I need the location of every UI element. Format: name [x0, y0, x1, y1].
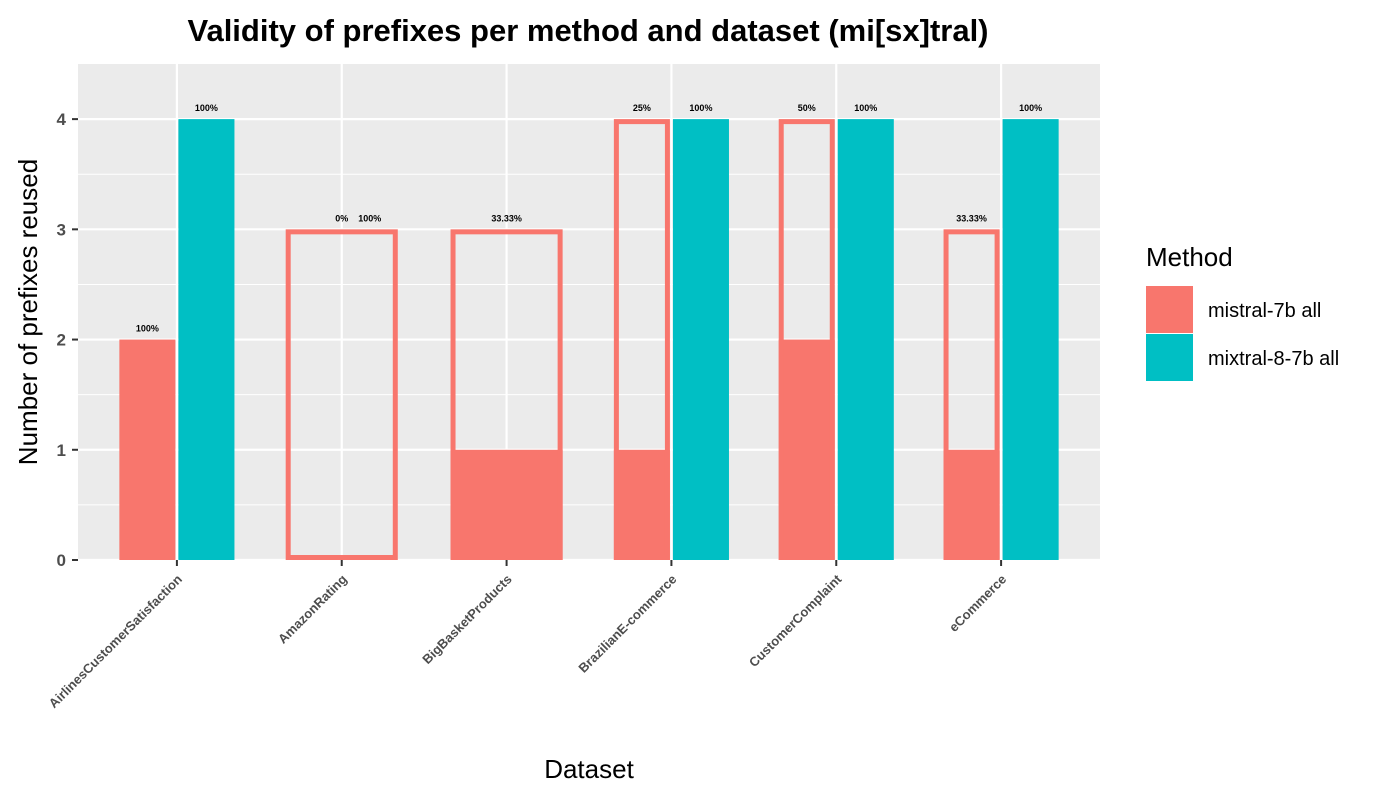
bar-label: 100% [689, 103, 712, 113]
x-tick-label: BigBasketProducts [419, 572, 514, 667]
plot-panel [78, 64, 1100, 560]
legend-title: Method [1146, 242, 1233, 272]
bar-outline-mistral-7b all [943, 229, 1000, 560]
bar-valid-mistral-7b all [119, 339, 176, 560]
bar-valid-mixtral-8-7b all [1002, 119, 1059, 560]
bar-outline-mistral-7b all [613, 119, 670, 560]
legend-swatch [1146, 334, 1193, 381]
chart-title: Validity of prefixes per method and data… [187, 13, 988, 48]
bar-valid-mixtral-8-7b all [837, 119, 894, 560]
y-tick-label: 0 [57, 551, 66, 570]
bar-valid-mixtral-8-7b all [672, 119, 729, 560]
bar-label: 50% [798, 103, 816, 113]
x-tick-label: AmazonRating [275, 571, 350, 646]
legend: Method mistral-7b all mixtral-8-7b all [1146, 242, 1339, 381]
bar-label: 33.33% [956, 213, 987, 223]
x-tick-label: BrazilianE-commerce [575, 572, 679, 676]
bar-valid-mistral-7b all [613, 449, 670, 560]
bar-valid-mistral-7b all [943, 449, 1000, 560]
bar-valid-mistral-7b all [450, 449, 563, 560]
bar-label: 0% [335, 213, 348, 223]
bar-label: 100% [854, 103, 877, 113]
y-tick-label: 2 [57, 331, 66, 350]
legend-swatch [1146, 286, 1193, 333]
x-tick-label: eCommerce [946, 572, 1009, 635]
legend-label: mixtral-8-7b all [1208, 348, 1339, 370]
x-axis-ticks: AirlinesCustomerSatisfaction AmazonRating… [46, 560, 1009, 711]
y-tick-label: 1 [57, 441, 66, 460]
grid [78, 64, 1100, 562]
bar-label: 100% [1019, 103, 1042, 113]
bar-label: 33.33% [491, 213, 522, 223]
x-tick-label: AirlinesCustomerSatisfaction [46, 571, 185, 710]
bar-outline-mistral-7b all [285, 229, 398, 560]
legend-label: mistral-7b all [1208, 300, 1321, 322]
bars [119, 119, 1059, 560]
bar-label: 25% [633, 103, 651, 113]
y-axis-ticks: 0 1 2 3 4 [57, 110, 78, 570]
bar-label: 100% [358, 213, 381, 223]
bar-valid-mixtral-8-7b all [178, 119, 235, 560]
y-tick-label: 3 [57, 220, 66, 239]
bar-label: 100% [195, 103, 218, 113]
bar-outline-mistral-7b all [778, 119, 835, 560]
x-tick-label: CustomerComplaint [746, 571, 845, 670]
bar-outline-mistral-7b all [450, 229, 563, 560]
x-axis-title: Dataset [544, 754, 634, 784]
bar-label: 100% [136, 324, 159, 334]
y-axis-title: Number of prefixes reused [13, 159, 43, 465]
bar-valid-mistral-7b all [778, 339, 835, 560]
y-tick-label: 4 [57, 110, 67, 129]
bar-labels: 100% 100% 0% 100% 33.33% 25% 100% 50% 100% 33.33%… [136, 103, 1042, 333]
